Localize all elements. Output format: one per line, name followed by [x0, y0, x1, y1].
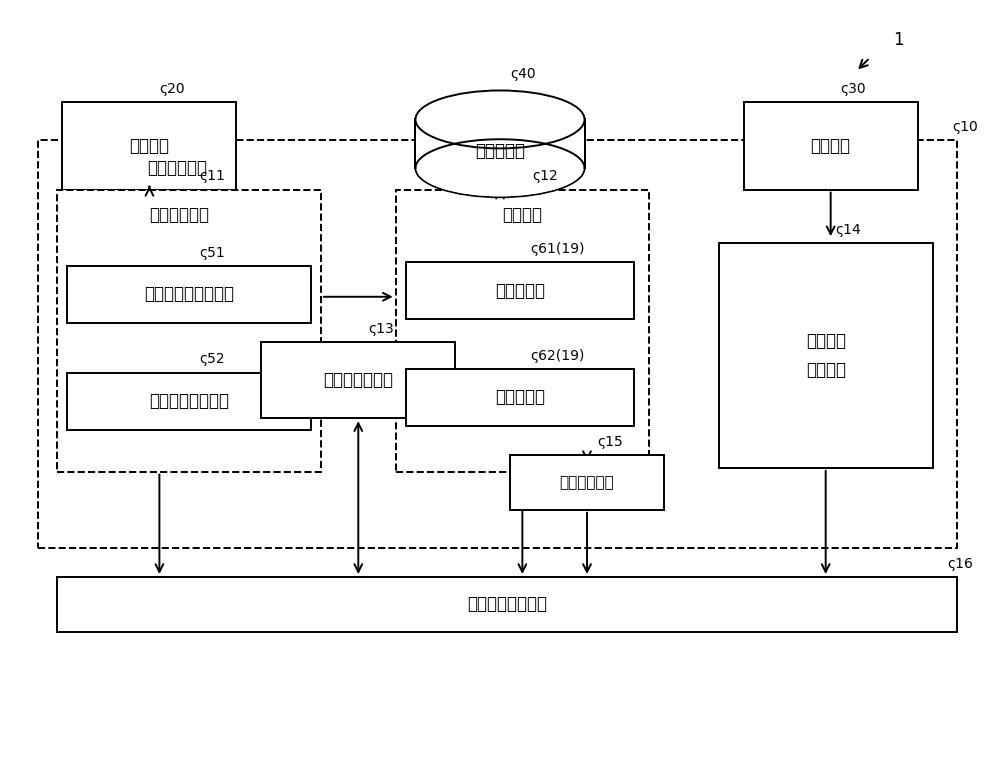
Bar: [415, 120, 585, 168]
Text: ς16: ς16: [948, 557, 973, 571]
Text: 第一推理器: 第一推理器: [495, 282, 545, 300]
Bar: [406, 369, 634, 426]
Text: ς30: ς30: [841, 82, 866, 96]
Bar: [57, 577, 957, 632]
Text: 输入装置: 输入装置: [129, 137, 169, 154]
Text: 1: 1: [893, 31, 903, 48]
Text: ς14: ς14: [836, 223, 861, 237]
Ellipse shape: [416, 140, 584, 197]
Text: ς62(19): ς62(19): [530, 349, 584, 362]
Bar: [261, 342, 455, 419]
Bar: [396, 190, 649, 472]
Text: 培养结果
获取单元: 培养结果 获取单元: [806, 332, 846, 379]
Text: 信息获取单元: 信息获取单元: [149, 207, 209, 224]
Text: ς10: ς10: [952, 120, 978, 134]
Text: ς12: ς12: [532, 170, 558, 184]
Text: 测量装置: 测量装置: [811, 137, 851, 154]
Text: 方案数据库: 方案数据库: [475, 142, 525, 161]
Text: ς52: ς52: [199, 353, 225, 366]
Ellipse shape: [415, 139, 585, 197]
Text: 推理单元: 推理单元: [502, 207, 542, 224]
Text: ς61(19): ς61(19): [530, 242, 584, 256]
Text: ς40: ς40: [510, 67, 536, 81]
Bar: [744, 102, 918, 190]
Bar: [416, 120, 584, 167]
Text: 患者信息获取单元: 患者信息获取单元: [149, 392, 229, 410]
Text: ς51: ς51: [199, 246, 225, 260]
Text: ς15: ς15: [597, 435, 623, 449]
Bar: [57, 190, 321, 472]
Bar: [406, 262, 634, 319]
Text: 推理器选择单元: 推理器选择单元: [323, 371, 393, 389]
Bar: [62, 102, 236, 190]
Text: 培养前信息获取单元: 培养前信息获取单元: [144, 286, 234, 303]
Text: 第二推理器: 第二推理器: [495, 389, 545, 406]
Text: 重新训练単元: 重新训练単元: [560, 475, 614, 490]
Bar: [38, 140, 957, 548]
Ellipse shape: [415, 91, 585, 148]
Bar: [510, 455, 664, 510]
Text: ς13: ς13: [368, 322, 394, 336]
Text: ς20: ς20: [159, 82, 185, 96]
Bar: [719, 243, 933, 468]
Text: ς11: ς11: [199, 170, 225, 184]
Bar: [67, 266, 311, 323]
Text: 信息处理装置: 信息处理装置: [147, 159, 207, 177]
Bar: [67, 372, 311, 430]
Text: 训练历史保持单元: 训练历史保持单元: [467, 595, 547, 614]
